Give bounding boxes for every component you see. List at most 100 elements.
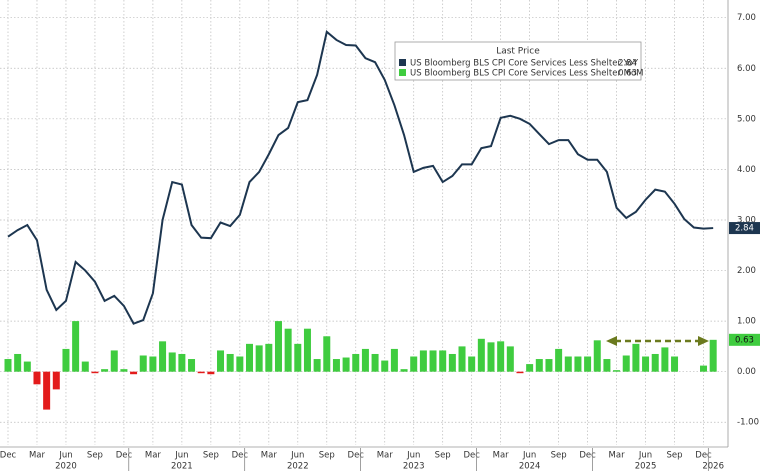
bar (429, 350, 437, 372)
bar (4, 359, 12, 372)
legend-swatch (399, 69, 406, 76)
bar (477, 338, 485, 372)
x-tick-label: Mar (609, 451, 626, 461)
legend-box (394, 41, 642, 81)
bar (62, 348, 70, 372)
arrow-head (606, 336, 617, 346)
arrow-head (698, 336, 709, 346)
last-value-badge (729, 222, 760, 235)
y-tick-label: 5.00 (737, 114, 756, 124)
bar (468, 356, 476, 372)
bar (168, 352, 176, 372)
bar (313, 359, 321, 372)
bar (294, 343, 302, 372)
bar (390, 348, 398, 372)
bar (506, 346, 514, 372)
x-tick-label: Dec (463, 451, 480, 461)
x-tick-label: Sep (87, 451, 103, 461)
bar (622, 355, 630, 372)
bar (274, 321, 282, 372)
bar (159, 341, 167, 372)
bar (574, 356, 582, 372)
bar (303, 328, 311, 372)
bar (323, 336, 331, 372)
bar (535, 359, 543, 372)
bar (207, 371, 215, 375)
x-tick-label: Mar (377, 451, 394, 461)
x-tick-label: Jun (522, 451, 536, 461)
year-label: 2024 (519, 462, 541, 471)
bar (226, 353, 234, 372)
x-tick-label: Sep (319, 451, 335, 461)
year-label: 2020 (55, 462, 77, 471)
bar (178, 353, 186, 372)
bar (120, 369, 128, 372)
legend-title: Last Price (496, 47, 540, 57)
bar (642, 356, 650, 372)
x-tick-label: Jun (58, 451, 72, 461)
bar (246, 343, 253, 372)
bar (332, 359, 340, 372)
x-tick-label: Dec (348, 451, 365, 461)
bar (188, 359, 196, 372)
bar (101, 369, 109, 372)
year-label: 2023 (403, 462, 425, 471)
bar (197, 371, 205, 374)
y-tick-label: 1.00 (737, 317, 756, 327)
x-tick-label: Jun (174, 451, 188, 461)
legend-value: 0.63 (618, 69, 637, 79)
bar (110, 350, 118, 372)
x-tick-label: Sep (435, 451, 451, 461)
x-tick-label: Mar (29, 451, 46, 461)
bar (439, 350, 447, 372)
bar (526, 364, 534, 372)
bars (4, 321, 717, 410)
bar (410, 356, 418, 372)
last-value-badge (729, 333, 760, 346)
bar (236, 356, 244, 372)
x-tick-label: Dec (695, 451, 712, 461)
bar (419, 350, 427, 372)
bar (487, 342, 495, 372)
year-label: 2022 (287, 462, 309, 471)
bar (613, 370, 621, 372)
year-label: 2025 (635, 462, 657, 471)
bar (149, 356, 157, 372)
x-tick-label: Dec (232, 451, 249, 461)
bar (33, 371, 41, 385)
bar (342, 357, 350, 372)
bar (14, 353, 22, 372)
y-tick-label: 0.00 (737, 367, 756, 377)
bar (632, 343, 640, 372)
y-tick-label: 6.00 (737, 64, 756, 74)
x-tick-label: Jun (290, 451, 304, 461)
y-tick-label: -1.00 (737, 418, 759, 428)
bar (217, 350, 225, 372)
bar (671, 356, 679, 372)
bar (361, 348, 369, 372)
year-label: 2026 (702, 462, 724, 471)
bar (458, 346, 466, 372)
bar (497, 341, 505, 372)
x-tick-label: Mar (493, 451, 510, 461)
bar (584, 356, 592, 372)
bar (555, 348, 563, 372)
bar (43, 371, 51, 410)
last-value-label: 0.63 (735, 335, 754, 345)
last-value-label: 2.84 (735, 224, 754, 234)
x-tick-label: Dec (0, 451, 17, 461)
bar (448, 353, 456, 372)
x-tick-label: Dec (116, 451, 133, 461)
x-tick-label: Mar (145, 451, 162, 461)
bar (352, 353, 360, 372)
x-tick-label: Sep (667, 451, 683, 461)
legend-value: 2.84 (618, 59, 637, 69)
bar (381, 360, 389, 372)
bar (661, 347, 669, 372)
legend: Last Price US Bloomberg BLS CPI Core Ser… (394, 41, 644, 81)
bar (593, 340, 601, 372)
bar (400, 369, 408, 372)
bar (564, 356, 572, 372)
x-tick-label: Dec (579, 451, 596, 461)
